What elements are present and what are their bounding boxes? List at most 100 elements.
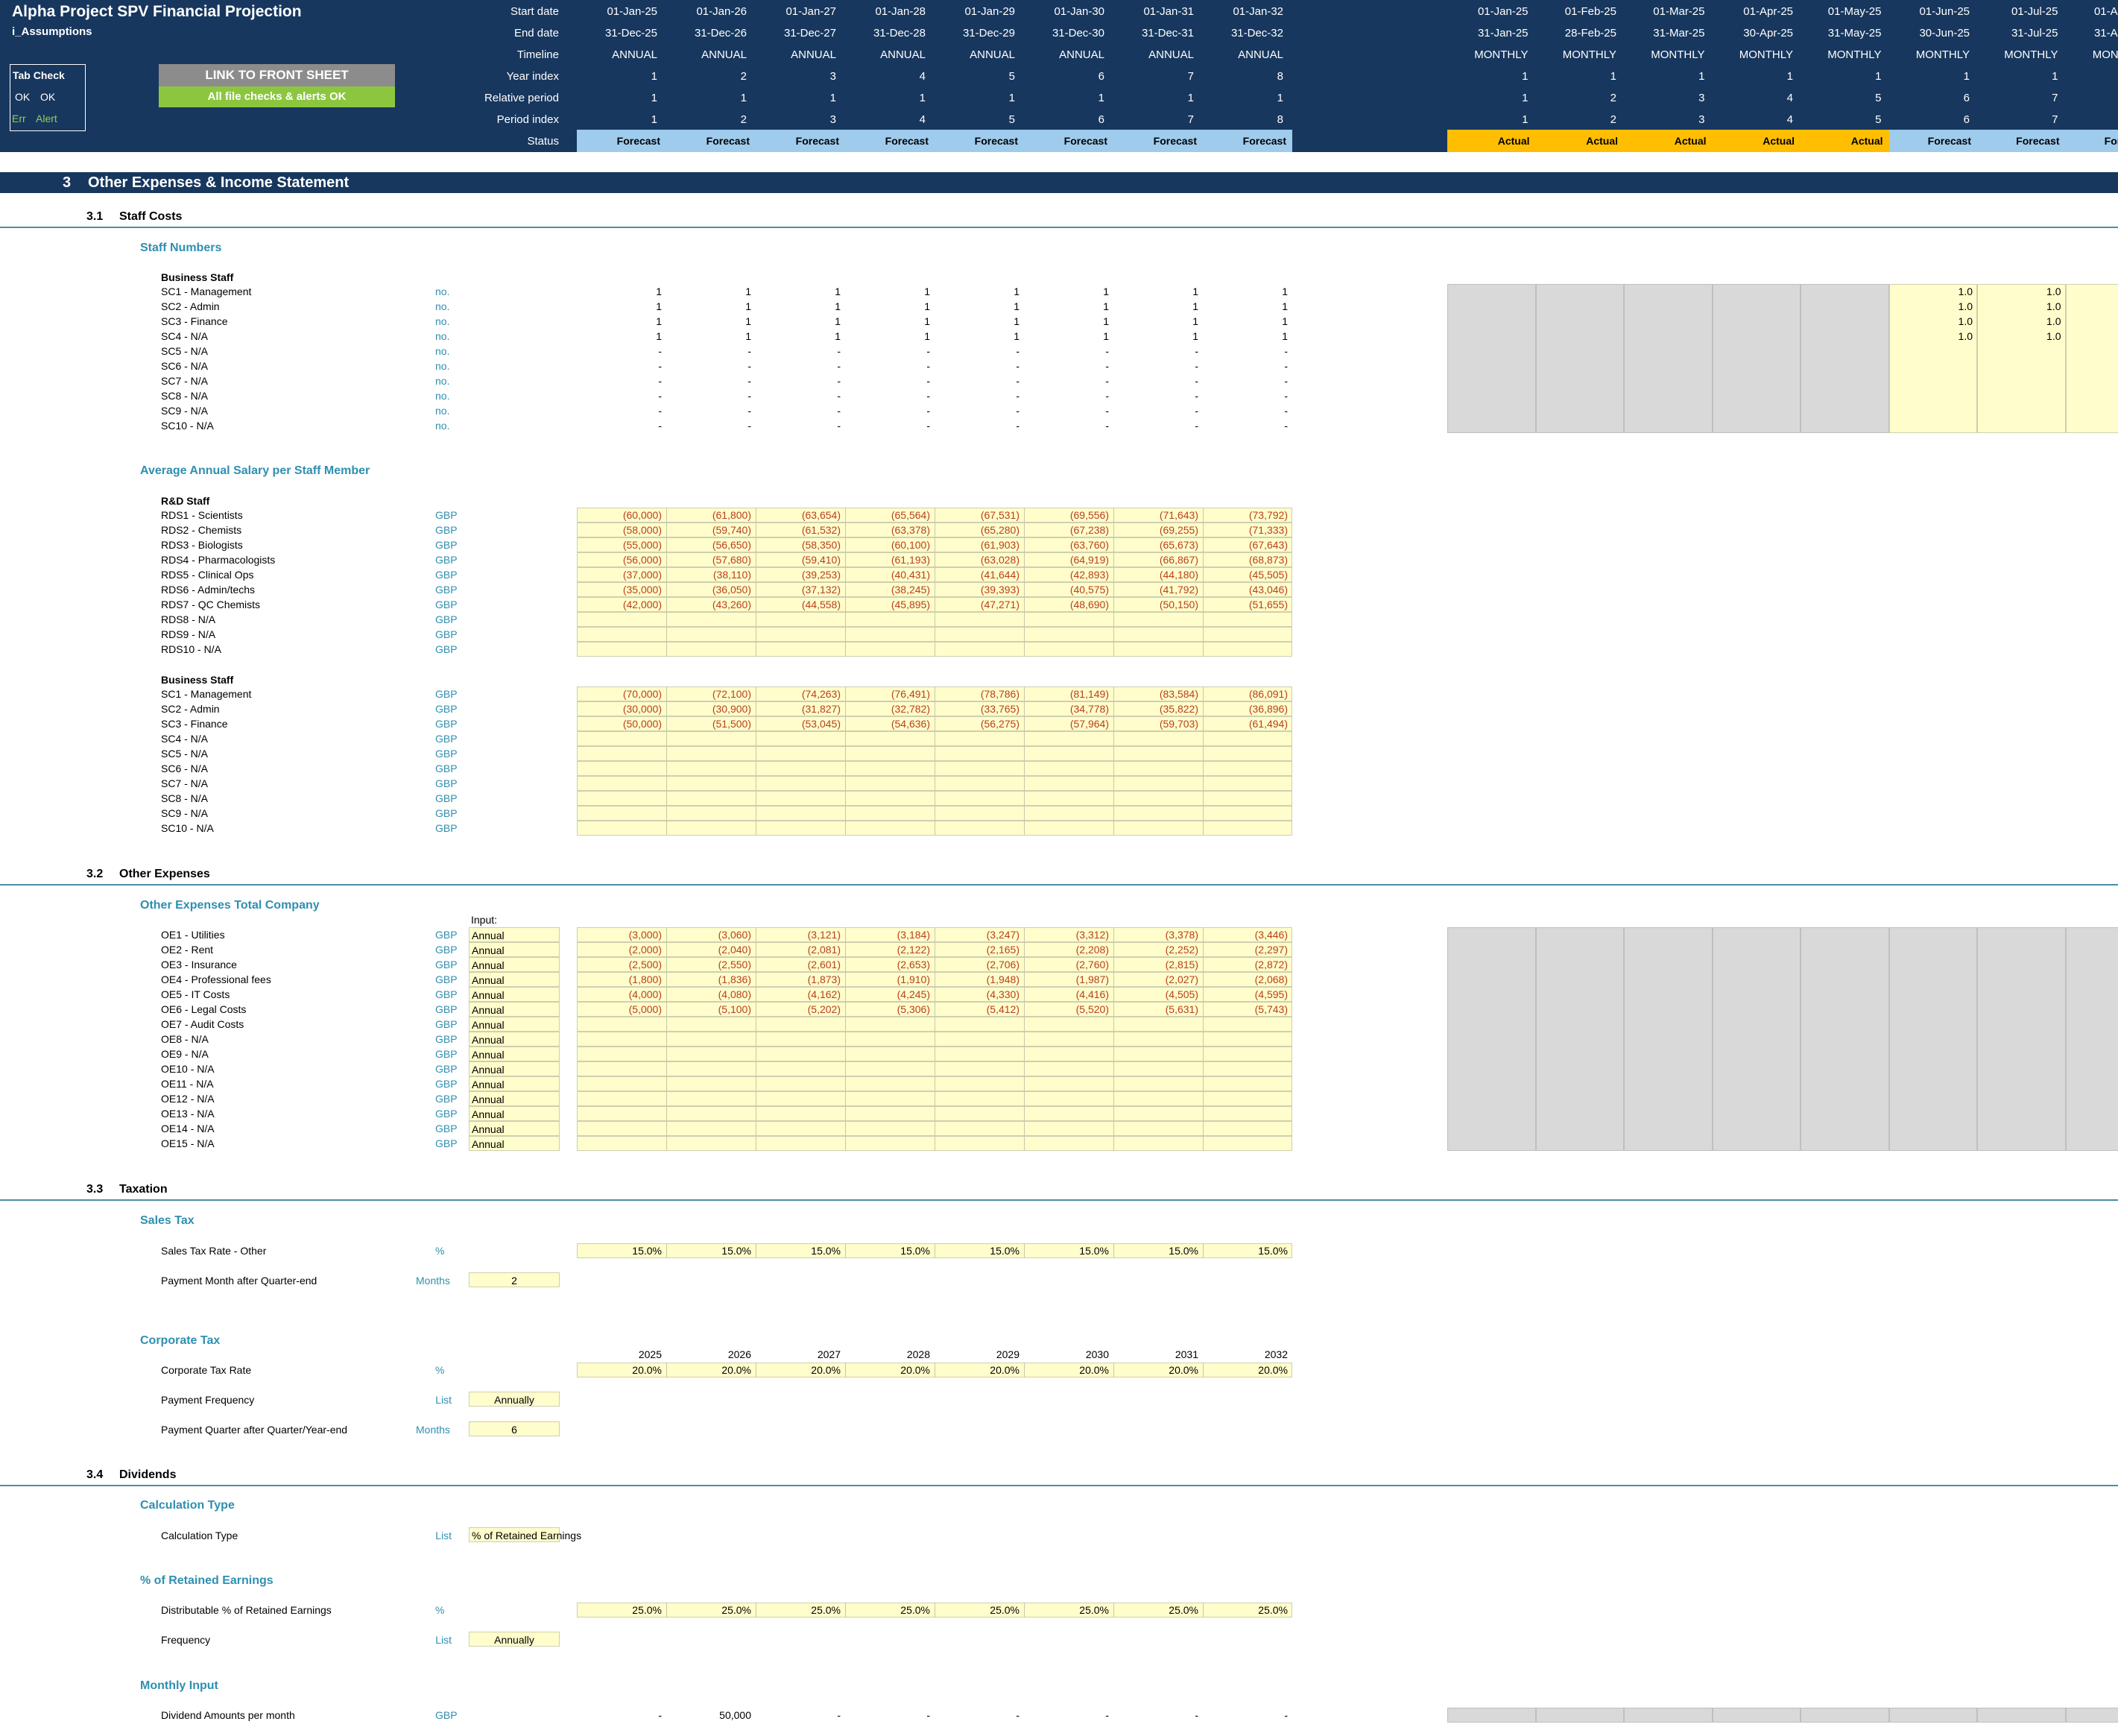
value-cell[interactable] <box>666 746 751 761</box>
value-cell[interactable] <box>756 731 841 746</box>
value-cell[interactable] <box>1113 1017 1198 1032</box>
monthly-value-cell[interactable]: 1.0 <box>2046 300 2061 312</box>
value-cell[interactable] <box>666 791 751 806</box>
value-cell[interactable] <box>577 1091 662 1106</box>
value-cell[interactable] <box>756 791 841 806</box>
value-cell[interactable]: (2,760) <box>1075 959 1109 970</box>
value-cell[interactable]: (2,081) <box>807 944 841 956</box>
value-cell[interactable]: (1,987) <box>1075 973 1109 985</box>
value-cell[interactable] <box>1203 821 1288 836</box>
monthly-input-column[interactable] <box>1977 284 2066 433</box>
value-cell[interactable] <box>845 612 930 627</box>
value-cell[interactable] <box>756 642 841 657</box>
value-cell[interactable] <box>845 1106 930 1121</box>
value-cell[interactable] <box>577 1136 662 1151</box>
value-cell[interactable] <box>1024 627 1109 642</box>
value-cell[interactable]: (35,822) <box>1159 703 1198 715</box>
value-cell[interactable] <box>1024 806 1109 821</box>
value-cell[interactable]: (1,873) <box>807 973 841 985</box>
value-cell[interactable] <box>577 612 662 627</box>
value-cell[interactable]: (72,100) <box>712 688 751 700</box>
value-cell[interactable]: (44,180) <box>1159 569 1198 581</box>
value-cell[interactable]: (2,165) <box>986 944 1020 956</box>
input-type-select[interactable]: Annual <box>469 1076 560 1091</box>
monthly-value-cell[interactable]: 1.0 <box>2066 314 2118 329</box>
value-cell[interactable] <box>577 776 662 791</box>
value-cell[interactable]: (2,122) <box>897 944 930 956</box>
value-cell[interactable] <box>1203 1136 1288 1151</box>
value-cell[interactable]: (2,653) <box>897 959 930 970</box>
value-cell[interactable]: (67,531) <box>980 509 1020 521</box>
value-cell[interactable] <box>845 731 930 746</box>
value-cell[interactable]: (4,080) <box>718 988 751 1000</box>
value-cell[interactable]: (4,595) <box>1254 988 1288 1000</box>
input-type-select[interactable]: Annual <box>469 972 560 987</box>
value-cell[interactable] <box>756 1032 841 1047</box>
value-cell[interactable] <box>1203 1032 1288 1047</box>
value-cell[interactable]: (63,654) <box>801 509 841 521</box>
value-cell[interactable]: (2,550) <box>718 959 751 970</box>
value-cell[interactable] <box>935 1136 1020 1151</box>
value-cell[interactable] <box>577 627 662 642</box>
value-cell[interactable] <box>666 806 751 821</box>
value-cell[interactable] <box>666 1032 751 1047</box>
value-cell[interactable] <box>577 1032 662 1047</box>
value-cell[interactable]: (59,703) <box>1159 718 1198 730</box>
value-cell[interactable]: (56,275) <box>980 718 1020 730</box>
input-type-select[interactable]: Annual <box>469 1032 560 1047</box>
input-type-select[interactable]: Annual <box>469 942 560 957</box>
value-cell[interactable]: (61,800) <box>712 509 751 521</box>
value-cell[interactable]: (35,000) <box>622 584 662 596</box>
value-cell[interactable] <box>1024 1076 1109 1091</box>
monthly-value-cell[interactable] <box>1977 388 2061 403</box>
value-cell[interactable]: (48,690) <box>1069 599 1109 610</box>
value-cell[interactable]: (47,271) <box>980 599 1020 610</box>
input-type-select[interactable]: Annual <box>469 927 560 942</box>
value-cell[interactable] <box>577 1106 662 1121</box>
value-cell[interactable] <box>1113 1076 1198 1091</box>
value-cell[interactable] <box>935 627 1020 642</box>
value-cell[interactable] <box>1113 1061 1198 1076</box>
value-cell[interactable] <box>845 1121 930 1136</box>
value-cell[interactable]: (54,636) <box>891 718 930 730</box>
value-cell[interactable]: (4,000) <box>628 988 662 1000</box>
value-cell[interactable] <box>845 627 930 642</box>
value-cell[interactable] <box>1113 1091 1198 1106</box>
value-cell[interactable] <box>935 1061 1020 1076</box>
monthly-value-cell[interactable] <box>2066 418 2118 433</box>
input-type-select[interactable]: Annual <box>469 1017 560 1032</box>
monthly-input-column[interactable] <box>1888 284 1977 433</box>
value-cell[interactable]: 15.0% <box>721 1245 751 1257</box>
value-cell[interactable]: (36,896) <box>1248 703 1288 715</box>
value-cell[interactable] <box>666 627 751 642</box>
value-cell[interactable]: 25.0% <box>1079 1604 1109 1616</box>
value-cell[interactable]: (4,505) <box>1165 988 1198 1000</box>
monthly-value-cell[interactable]: 1.0 <box>2046 315 2061 327</box>
value-cell[interactable] <box>935 1106 1020 1121</box>
value-cell[interactable]: 20.0% <box>811 1364 841 1376</box>
value-cell[interactable] <box>1024 746 1109 761</box>
value-cell[interactable] <box>1203 806 1288 821</box>
value-cell[interactable]: (4,330) <box>986 988 1020 1000</box>
value-cell[interactable]: (5,520) <box>1075 1003 1109 1015</box>
monthly-value-cell[interactable] <box>1889 359 1973 373</box>
value-cell[interactable]: (3,000) <box>628 929 662 941</box>
value-cell[interactable]: (76,491) <box>891 688 930 700</box>
value-cell[interactable]: (2,872) <box>1254 959 1288 970</box>
value-cell[interactable] <box>1113 1121 1198 1136</box>
value-cell[interactable]: 20.0% <box>900 1364 930 1376</box>
input-type-select[interactable]: Annual <box>469 987 560 1002</box>
monthly-value-cell[interactable] <box>1889 373 1973 388</box>
value-cell[interactable]: 15.0% <box>632 1245 662 1257</box>
value-cell[interactable] <box>1203 1076 1288 1091</box>
value-cell[interactable]: (71,643) <box>1159 509 1198 521</box>
value-cell[interactable]: (42,893) <box>1069 569 1109 581</box>
value-cell[interactable] <box>1113 1136 1198 1151</box>
value-cell[interactable]: (43,046) <box>1248 584 1288 596</box>
value-cell[interactable] <box>756 1076 841 1091</box>
value-cell[interactable]: (38,245) <box>891 584 930 596</box>
value-cell[interactable] <box>756 1017 841 1032</box>
value-cell[interactable] <box>845 1061 930 1076</box>
monthly-value-cell[interactable]: 1.0 <box>2066 284 2118 299</box>
value-cell[interactable] <box>845 1017 930 1032</box>
